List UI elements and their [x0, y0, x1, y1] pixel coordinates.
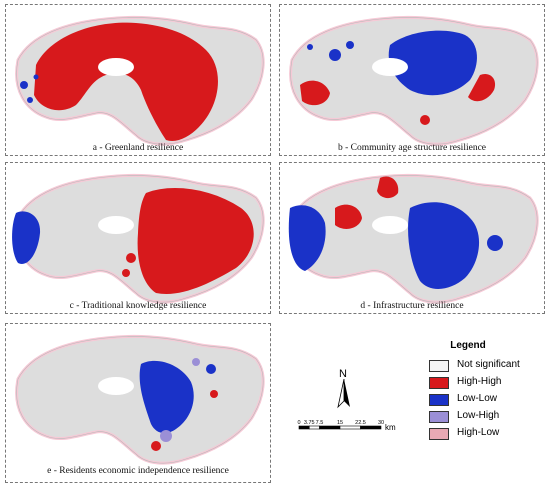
scale-tick-label: 22.5	[355, 420, 366, 426]
caption-d: d - Infrastructure resilience	[360, 301, 464, 311]
scale-bar: 0 3.75 7.5 15 22.5 30 km	[297, 420, 396, 432]
north-label: N	[339, 368, 347, 380]
map-traditional-knowledge	[12, 173, 265, 304]
legend-label: Low-Low	[457, 393, 498, 404]
legend-label: Not significant	[457, 359, 520, 370]
north-arrow: N	[334, 368, 354, 409]
legend-label: High-Low	[457, 427, 500, 438]
map-panel-infrastructure: d - Infrastructure resilience	[279, 162, 545, 314]
legend-swatch	[429, 428, 449, 440]
map-panel-traditional-knowledge: c - Traditional knowledge resilience	[5, 162, 271, 314]
scale-tick-label: 30	[378, 420, 384, 426]
legend-label: High-High	[457, 376, 502, 387]
scale-segment	[308, 425, 320, 430]
legend-label: Low-High	[457, 410, 500, 421]
map-panel-greenland: a - Greenland resilience	[5, 4, 271, 156]
scale-tick-label: 15	[337, 420, 343, 426]
legend: Legend Not significant High-High Low-Low Lo…	[419, 340, 543, 444]
scale-segment	[360, 425, 382, 430]
scale-unit: km	[385, 423, 396, 432]
scale-segment	[298, 425, 310, 430]
caption-b: b - Community age structure resilience	[338, 143, 486, 153]
legend-swatch	[429, 360, 449, 372]
map-panel-economic-independence: e - Residents economic independence resi…	[5, 323, 271, 483]
map-community-age	[289, 15, 539, 146]
scale-segment	[319, 425, 341, 430]
caption-e: e - Residents economic independence resi…	[47, 466, 229, 476]
scale-tick-label: 3.75	[304, 420, 315, 426]
legend-swatch	[429, 394, 449, 406]
caption-c: c - Traditional knowledge resilience	[69, 301, 207, 311]
map-greenland	[15, 15, 265, 146]
scale-segment	[339, 425, 361, 430]
legend-swatch	[429, 411, 449, 423]
map-infrastructure	[288, 173, 539, 304]
scale-tick-label: 7.5	[316, 420, 324, 426]
map-panel-community-age: b - Community age structure resilience	[279, 4, 545, 156]
map-economic-independence	[15, 334, 265, 465]
north-arrow-icon	[337, 379, 350, 409]
scale-tick-label: 0	[297, 420, 300, 426]
legend-swatch	[429, 377, 449, 389]
legend-title: Legend	[450, 340, 486, 351]
caption-a: a - Greenland resilience	[92, 143, 184, 153]
